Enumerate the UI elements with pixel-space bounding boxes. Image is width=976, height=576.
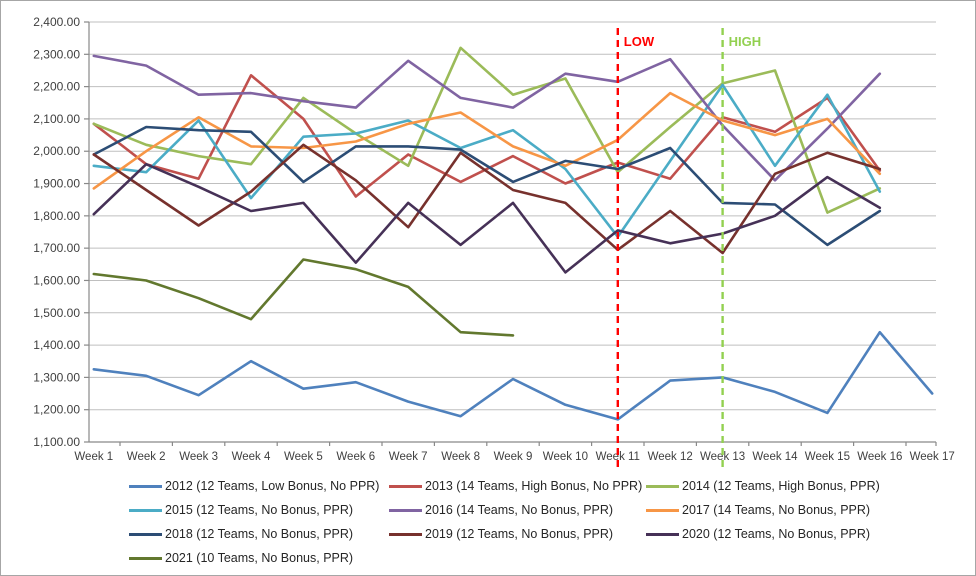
low-marker-label: LOW — [624, 34, 655, 49]
legend-swatch — [389, 484, 422, 488]
x-tick-label: Week 10 — [543, 451, 588, 463]
legend-item: 2017 (14 Teams, No Bonus, PPR) — [646, 499, 870, 521]
y-tick-label: 1,100.00 — [33, 435, 80, 449]
x-tick-label: Week 2 — [127, 451, 166, 463]
legend-swatch — [129, 484, 162, 488]
legend-label: 2012 (12 Teams, Low Bonus, No PPR) — [165, 479, 380, 493]
legend-item: 2014 (12 Teams, High Bonus, PPR) — [646, 475, 880, 497]
legend-item: 2019 (12 Teams, No Bonus, PPR) — [389, 523, 613, 545]
y-tick-label: 2,200.00 — [33, 80, 80, 94]
legend-label: 2018 (12 Teams, No Bonus, PPR) — [165, 527, 354, 541]
y-tick-label: 1,500.00 — [33, 306, 80, 320]
legend-item: 2020 (12 Teams, No Bonus, PPR) — [646, 523, 870, 545]
y-tick-label: 1,200.00 — [33, 403, 80, 417]
y-tick-label: 1,300.00 — [33, 370, 80, 384]
legend-item: 2012 (12 Teams, Low Bonus, No PPR) — [129, 475, 379, 497]
x-tick-label: Week 15 — [805, 451, 850, 463]
y-tick-label: 2,100.00 — [33, 112, 80, 126]
legend-swatch — [129, 508, 162, 512]
legend-swatch — [646, 508, 679, 512]
chart-legend: 2012 (12 Teams, Low Bonus, No PPR) 2013 (… — [129, 475, 969, 573]
series-line-2015 — [92, 83, 882, 239]
legend-label: 2020 (12 Teams, No Bonus, PPR) — [682, 527, 871, 541]
y-tick-label: 1,400.00 — [33, 338, 80, 352]
high-marker-label: HIGH — [729, 34, 762, 49]
legend-item: 2015 (12 Teams, No Bonus, PPR) — [129, 499, 353, 521]
legend-swatch — [389, 532, 422, 536]
legend-label: 2016 (14 Teams, No Bonus, PPR) — [425, 503, 614, 517]
x-tick-label: Week 3 — [179, 451, 218, 463]
x-tick-label: Week 17 — [910, 451, 955, 463]
legend-item: 2013 (14 Teams, High Bonus, No PPR) — [389, 475, 642, 497]
legend-swatch — [646, 484, 679, 488]
legend-swatch — [129, 556, 162, 560]
legend-label: 2019 (12 Teams, No Bonus, PPR) — [425, 527, 614, 541]
series-line-2021 — [92, 258, 515, 337]
series-line-2012 — [92, 330, 934, 421]
legend-item: 2016 (14 Teams, No Bonus, PPR) — [389, 499, 613, 521]
x-tick-label: Week 9 — [494, 451, 533, 463]
y-tick-label: 2,300.00 — [33, 47, 80, 61]
legend-label: 2014 (12 Teams, High Bonus, PPR) — [682, 479, 880, 493]
y-tick-label: 1,800.00 — [33, 209, 80, 223]
x-tick-label: Week 13 — [700, 451, 745, 463]
legend-swatch — [129, 532, 162, 536]
x-tick-label: Week 14 — [752, 451, 798, 463]
legend-item: 2021 (10 Teams, No Bonus, PPR) — [129, 547, 353, 569]
legend-swatch — [646, 532, 679, 536]
series-line-2020 — [92, 162, 882, 274]
x-tick-label: Week 7 — [389, 451, 428, 463]
legend-item: 2018 (12 Teams, No Bonus, PPR) — [129, 523, 353, 545]
x-tick-label: Week 11 — [596, 451, 640, 463]
y-tick-label: 1,900.00 — [33, 177, 80, 191]
y-tick-label: 1,700.00 — [33, 241, 80, 255]
y-tick-label: 2,000.00 — [33, 144, 80, 158]
x-tick-label: Week 8 — [441, 451, 480, 463]
legend-label: 2017 (14 Teams, No Bonus, PPR) — [682, 503, 871, 517]
x-tick-label: Week 4 — [232, 451, 271, 463]
legend-swatch — [389, 508, 422, 512]
x-tick-label: Week 12 — [648, 451, 693, 463]
series-line-2018 — [92, 125, 882, 247]
legend-label: 2013 (14 Teams, High Bonus, No PPR) — [425, 479, 643, 493]
series-line-2019 — [92, 143, 882, 255]
y-tick-label: 1,600.00 — [33, 273, 80, 287]
y-tick-label: 2,400.00 — [33, 15, 80, 29]
legend-label: 2015 (12 Teams, No Bonus, PPR) — [165, 503, 354, 517]
series-line-2016 — [92, 54, 882, 182]
x-tick-label: Week 1 — [74, 451, 113, 463]
x-tick-label: Week 16 — [857, 451, 902, 463]
legend-label: 2021 (10 Teams, No Bonus, PPR) — [165, 551, 354, 565]
x-tick-label: Week 5 — [284, 451, 323, 463]
x-tick-label: Week 6 — [336, 451, 375, 463]
